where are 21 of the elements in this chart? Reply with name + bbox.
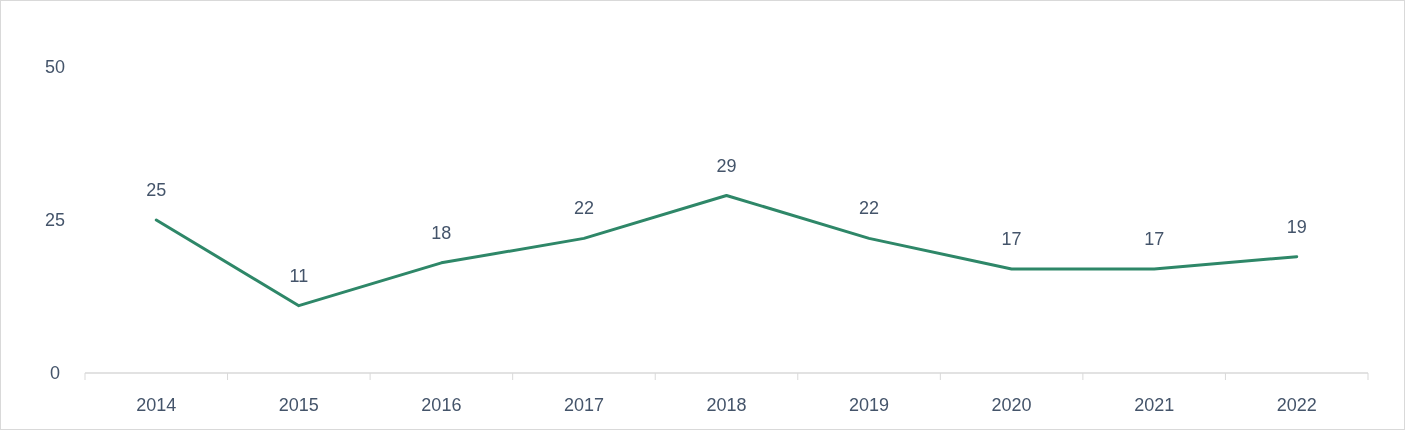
data-label: 19 bbox=[1286, 216, 1307, 237]
data-label: 29 bbox=[716, 155, 737, 176]
data-label: 11 bbox=[289, 265, 309, 286]
x-tick-label: 2021 bbox=[1134, 395, 1175, 415]
x-tick-label: 2022 bbox=[1276, 395, 1317, 415]
data-label: 22 bbox=[573, 198, 594, 219]
y-tick-label: 25 bbox=[44, 210, 66, 231]
data-label: 25 bbox=[146, 180, 167, 200]
data-label: 22 bbox=[859, 198, 880, 219]
x-tick-label: 2017 bbox=[563, 395, 604, 415]
x-tick-label: 2015 bbox=[278, 395, 319, 415]
y-tick-label: 0 bbox=[49, 363, 61, 384]
x-tick-label: 2014 bbox=[136, 395, 177, 415]
data-label: 18 bbox=[431, 222, 452, 243]
x-tick-label: 2019 bbox=[849, 395, 890, 415]
x-tick-label: 2016 bbox=[421, 395, 462, 415]
x-tick-label: 2018 bbox=[706, 395, 747, 415]
y-tick-label: 50 bbox=[44, 57, 66, 78]
x-tick-label: 2020 bbox=[991, 395, 1032, 415]
data-label: 17 bbox=[1001, 228, 1022, 249]
data-label: 17 bbox=[1144, 228, 1165, 249]
